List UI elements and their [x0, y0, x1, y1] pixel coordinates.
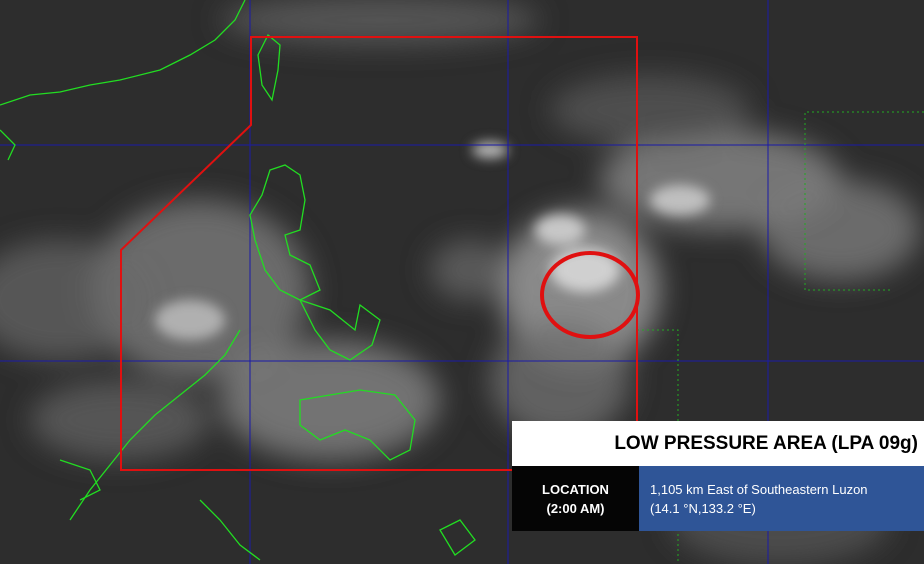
- location-coordinates: (14.1 °N,133.2 °E): [650, 500, 756, 516]
- location-label-line1: LOCATION: [542, 481, 609, 497]
- bright-cloud-tops: [155, 142, 710, 340]
- lpa-info-panel: LOW PRESSURE AREA (LPA 09g) LOCATION (2:…: [512, 421, 924, 531]
- lpa-location-marker: [540, 251, 640, 339]
- location-description: 1,105 km East of Southeastern Luzon: [650, 481, 868, 497]
- location-label: LOCATION (2:00 AM): [512, 466, 639, 531]
- par-boundary: [120, 36, 638, 471]
- lpa-title-bar: LOW PRESSURE AREA (LPA 09g): [512, 421, 924, 466]
- location-label-line2: (2:00 AM): [546, 500, 605, 516]
- location-value: 1,105 km East of Southeastern Luzon (14.…: [639, 466, 924, 531]
- coastlines: [0, 0, 476, 561]
- lpa-title: LOW PRESSURE AREA (LPA 09g): [614, 432, 918, 454]
